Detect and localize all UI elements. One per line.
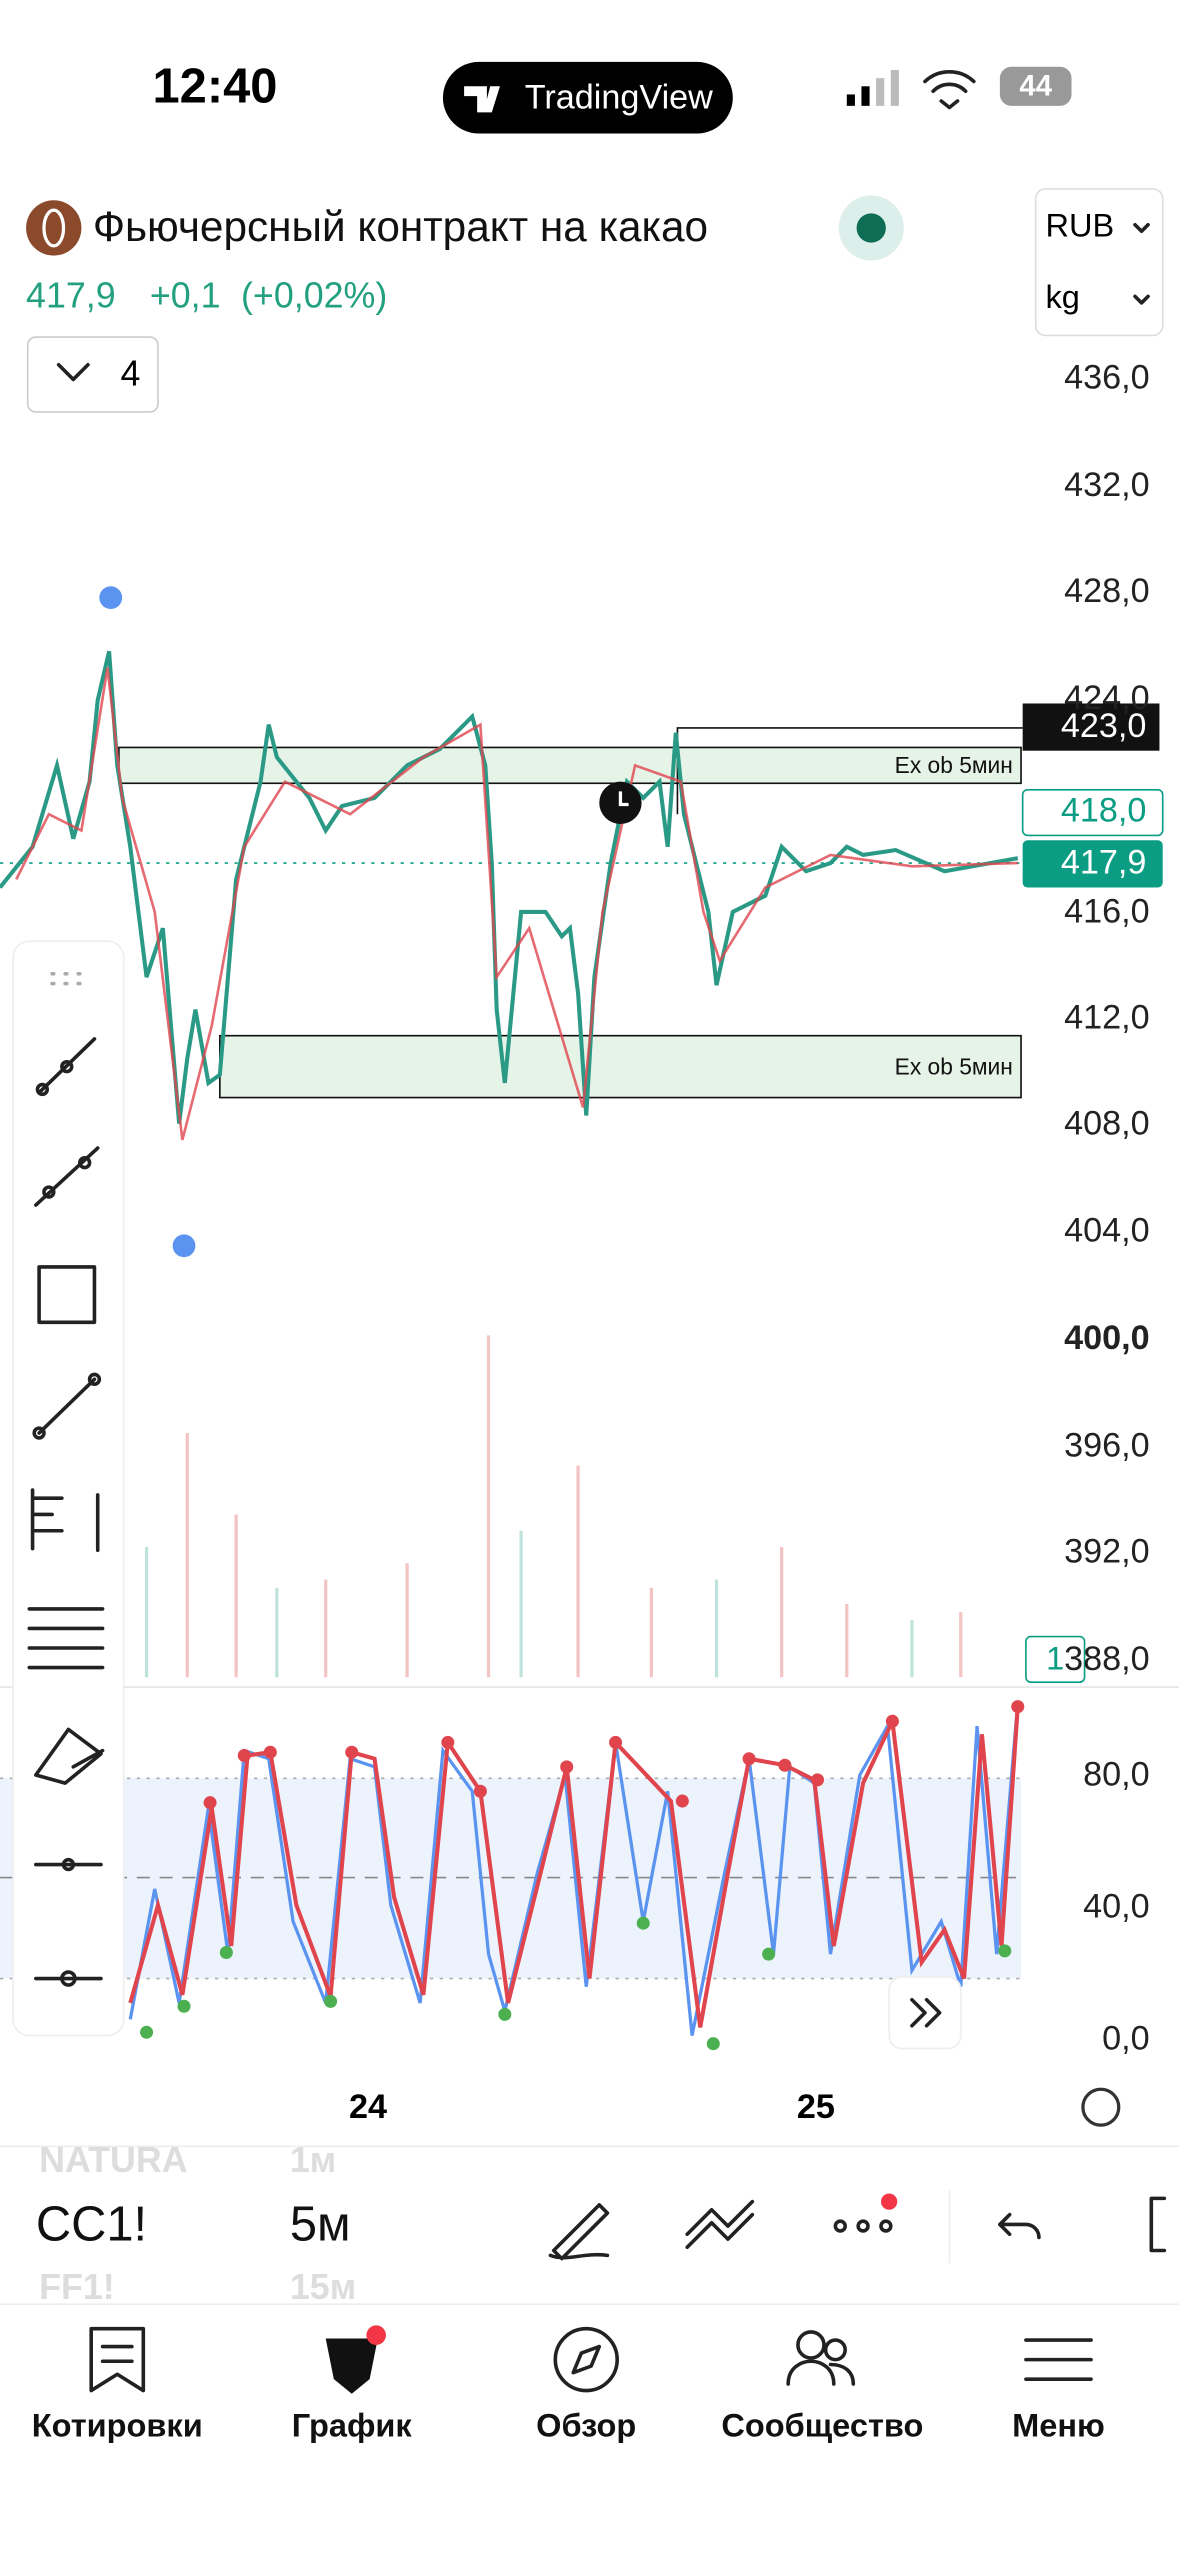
pivot-dot xyxy=(172,1234,196,1258)
symbol-wheel-item[interactable]: 5м xyxy=(290,2198,351,2252)
price-axis-label: 436,0 xyxy=(1064,358,1150,396)
price-axis-label: 416,0 xyxy=(1064,893,1150,931)
symbol-title[interactable]: Фьючерсный контракт на какао xyxy=(93,203,708,250)
osc-axis-label: 0,0 xyxy=(1102,2019,1150,2057)
symbol-logo-mark xyxy=(42,208,66,248)
level-line xyxy=(676,727,1023,815)
tab-label[interactable]: Котировки xyxy=(32,2408,203,2444)
indicators-toggle[interactable] xyxy=(26,336,159,413)
current-badge: 417,9 xyxy=(1061,844,1147,882)
badge-dot xyxy=(366,2325,386,2345)
pivot-dot xyxy=(99,586,123,610)
price-axis-label: 432,0 xyxy=(1064,466,1150,504)
chart-tab-icon xyxy=(325,2338,378,2394)
zone-upper xyxy=(118,746,1022,785)
chart-settings[interactable] xyxy=(1081,2087,1121,2127)
time-axis-label: 25 xyxy=(797,2088,835,2126)
symbol-wheel-faded[interactable]: 1м xyxy=(290,2140,336,2180)
last-price: 417,9 xyxy=(26,275,116,315)
level-badge-bg xyxy=(1022,703,1160,751)
volume-badge: 1 xyxy=(1046,1641,1064,1677)
indicators-count: 4 xyxy=(121,354,141,394)
level-badge: 423,0 xyxy=(1061,707,1147,745)
symbol-wheel-faded[interactable]: FF1! xyxy=(39,2267,115,2307)
tab-label[interactable]: График xyxy=(292,2408,413,2444)
wifi xyxy=(923,70,976,110)
zone-label: Ex ob 5мин xyxy=(895,1053,1013,1079)
alert-badge-bg xyxy=(1021,788,1164,837)
symbol-logo xyxy=(26,200,82,256)
price-axis-label: 400,0 xyxy=(1064,1319,1150,1357)
toolbar-icons xyxy=(27,972,105,1987)
price-change: +0,1 xyxy=(150,275,221,315)
zone-lower xyxy=(219,1034,1022,1099)
price-axis-label: 404,0 xyxy=(1064,1212,1150,1250)
alert-icon-hands xyxy=(618,791,629,807)
tab-label[interactable]: Сообщество xyxy=(721,2408,923,2444)
chevron xyxy=(56,362,90,382)
dropdown-chevrons xyxy=(1133,222,1150,305)
osc-high-dots xyxy=(203,1700,1025,1810)
tab-label[interactable]: Меню xyxy=(1012,2408,1105,2444)
battery-level: 44 xyxy=(1019,70,1052,103)
tv-logo xyxy=(464,86,500,113)
alert-badge: 418,0 xyxy=(1061,792,1147,830)
osc-low-dots xyxy=(140,1916,1012,2051)
time-axis-label: 24 xyxy=(349,2088,387,2126)
app-badge xyxy=(442,61,733,134)
tab-label[interactable]: Обзор xyxy=(536,2408,636,2444)
price-axis-label: 392,0 xyxy=(1064,1533,1150,1571)
price-axis-label: 412,0 xyxy=(1064,998,1150,1036)
battery xyxy=(999,66,1072,106)
osc-axis-label: 80,0 xyxy=(1083,1756,1150,1794)
price-series-down xyxy=(15,667,1018,1141)
price-axis-label: 428,0 xyxy=(1064,572,1150,610)
volume-bars-up xyxy=(144,1530,914,1678)
market-status-dot xyxy=(856,213,886,243)
price-change-pct: (+0,02%) xyxy=(241,275,387,315)
osc-k xyxy=(128,1701,1020,2036)
double-chevron xyxy=(910,1997,942,2028)
app-name: TradingView xyxy=(525,78,713,116)
symbol-bar-icons xyxy=(548,2196,1167,2261)
osc-axis-label: 40,0 xyxy=(1083,1888,1150,1926)
clock: 12:40 xyxy=(152,59,277,113)
symbol-wheel-item[interactable]: CC1! xyxy=(36,2198,147,2252)
osc-bounds xyxy=(0,1777,1022,1980)
currency[interactable]: RUB xyxy=(1045,208,1114,244)
badge-dot xyxy=(880,2193,898,2210)
zone-label: Ex ob 5мин xyxy=(895,752,1013,778)
drawing-toolbar xyxy=(12,940,125,2037)
price-axis-label: 424,0 xyxy=(1064,679,1150,717)
current-badge-bg xyxy=(1022,840,1163,888)
volume-bars xyxy=(96,1335,963,1678)
signal xyxy=(846,70,899,106)
currency-unit-box xyxy=(1034,188,1164,337)
price-axis-label: 408,0 xyxy=(1064,1104,1150,1142)
symbol-wheel-faded[interactable]: 15м xyxy=(290,2267,356,2307)
tab-icons xyxy=(89,2326,1093,2393)
symbol-wheel-faded[interactable]: NATURA xyxy=(39,2140,188,2180)
unit[interactable]: kg xyxy=(1045,279,1079,315)
price-axis-label: 388,0 xyxy=(1064,1640,1150,1678)
price-axis-label: 396,0 xyxy=(1064,1427,1150,1465)
volume-badge-bg xyxy=(1025,1635,1086,1683)
